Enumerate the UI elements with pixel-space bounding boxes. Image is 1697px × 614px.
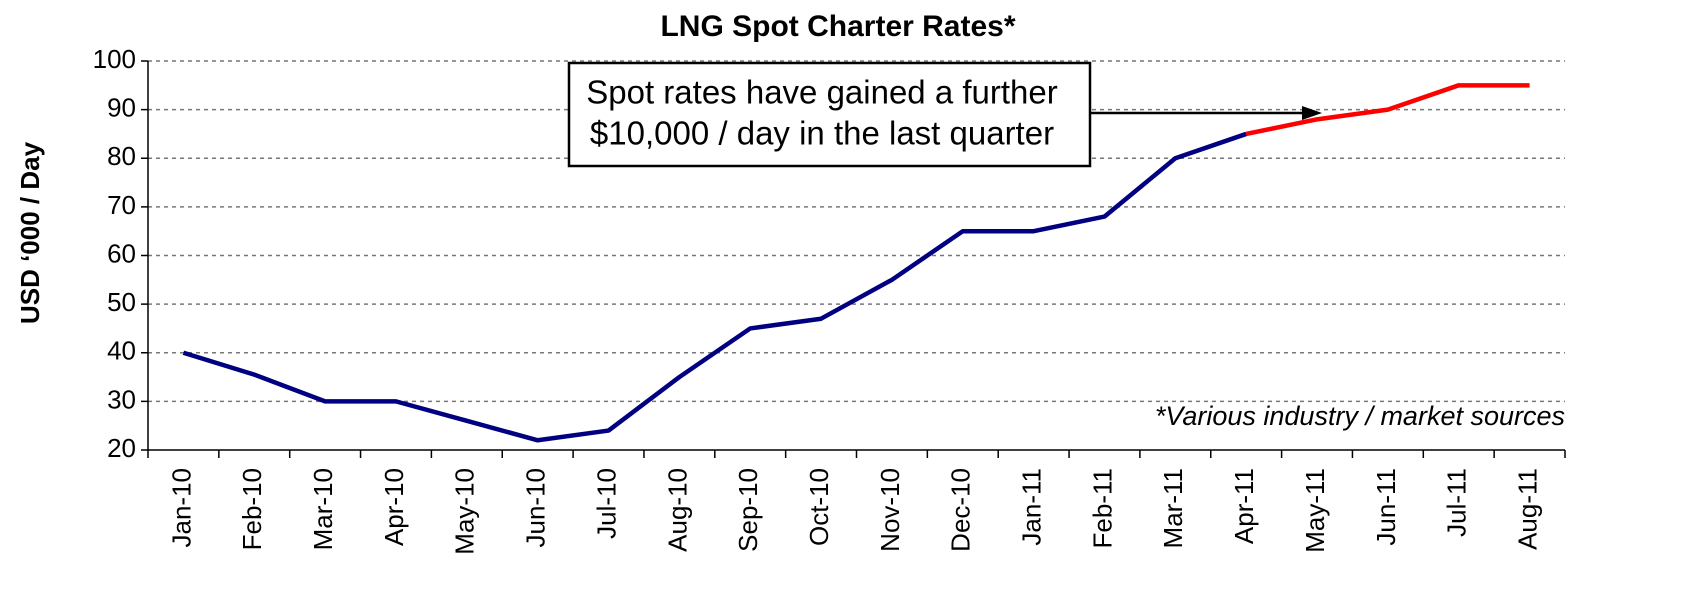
x-tick-label: Jul-11	[1442, 468, 1472, 537]
chart-title: LNG Spot Charter Rates*	[660, 10, 1015, 43]
x-tick-label: May-10	[450, 468, 480, 555]
x-tick-label: Apr-10	[379, 468, 409, 546]
y-axis-label: USD ‘000 / Day	[15, 141, 45, 324]
y-tick-label: 50	[107, 287, 136, 317]
x-tick-label: Dec-10	[946, 468, 976, 552]
annotation-text: $10,000 / day in the last quarter	[590, 115, 1054, 152]
note: *Various industry / market sources	[1155, 401, 1565, 431]
x-tick-label: Nov-10	[875, 468, 905, 552]
x-tick-label: Jan-11	[1017, 468, 1047, 546]
y-tick-label: 40	[107, 336, 136, 366]
y-tick-label: 20	[107, 433, 136, 463]
x-tick-label: Mar-10	[308, 468, 338, 550]
plot-area: 20 30 40 50 60 70 80 90 100 Jan-10 Feb-10 Mar-10 Apr…	[93, 44, 1566, 555]
x-tick-label: May-11	[1300, 468, 1330, 553]
annotation-text: Spot rates have gained a further	[586, 74, 1057, 111]
y-tick-label: 60	[107, 238, 136, 268]
y-tick-label: 100	[93, 44, 136, 74]
x-tick-label: Aug-10	[662, 468, 692, 552]
x-tick-label: Feb-11	[1087, 468, 1117, 548]
annotation-box	[567, 61, 1092, 168]
x-tick-label: Mar-11	[1158, 468, 1188, 548]
x-tick-label: Oct-10	[804, 468, 834, 546]
y-tick-label: 90	[107, 93, 136, 123]
x-tick-label: Jun-11	[1371, 468, 1401, 546]
y-tick-label: 80	[107, 141, 136, 171]
x-tick-label: Jan-10	[166, 468, 196, 548]
y-tick-label: 30	[107, 384, 136, 414]
line-series	[1245, 83, 1530, 137]
x-tick-label: Sep-10	[733, 468, 763, 552]
annotation-arrowhead	[1302, 106, 1322, 120]
x-tick-label: Jul-10	[591, 468, 621, 539]
line-series	[182, 131, 1247, 443]
x-tick-label: Jun-10	[521, 468, 551, 548]
x-tick-label: Aug-11	[1512, 468, 1542, 550]
x-tick-label: Feb-10	[237, 468, 267, 550]
x-tick-label: Apr-11	[1229, 468, 1259, 544]
y-tick-label: 70	[107, 190, 136, 220]
